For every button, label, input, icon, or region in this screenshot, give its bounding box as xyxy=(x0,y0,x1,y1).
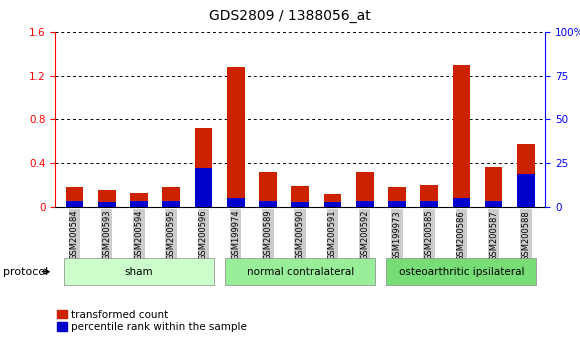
Bar xyxy=(130,201,148,207)
Bar xyxy=(388,201,406,207)
Bar xyxy=(291,202,309,207)
Bar xyxy=(162,187,180,207)
Bar xyxy=(517,174,535,207)
Bar xyxy=(517,144,535,207)
Bar xyxy=(291,186,309,207)
Text: osteoarthritic ipsilateral: osteoarthritic ipsilateral xyxy=(398,267,524,277)
Bar xyxy=(162,201,180,207)
Bar xyxy=(66,201,84,207)
Legend: transformed count, percentile rank within the sample: transformed count, percentile rank withi… xyxy=(57,310,247,332)
Bar xyxy=(452,65,470,207)
Bar xyxy=(324,194,341,207)
Bar xyxy=(388,187,406,207)
Bar xyxy=(420,201,438,207)
Bar xyxy=(485,201,502,207)
Bar xyxy=(485,167,502,207)
Bar xyxy=(259,172,277,207)
Bar xyxy=(324,202,341,207)
Bar xyxy=(194,168,212,207)
Bar xyxy=(452,198,470,207)
Text: GDS2809 / 1388056_at: GDS2809 / 1388056_at xyxy=(209,9,371,23)
Bar xyxy=(64,258,214,285)
Bar xyxy=(227,67,245,207)
Bar xyxy=(98,202,115,207)
Text: sham: sham xyxy=(125,267,153,277)
Bar xyxy=(66,187,84,207)
Bar xyxy=(356,172,374,207)
Bar xyxy=(98,190,115,207)
Bar xyxy=(386,258,536,285)
Text: protocol: protocol xyxy=(3,267,48,277)
Bar xyxy=(194,128,212,207)
Bar xyxy=(356,201,374,207)
Bar xyxy=(420,185,438,207)
Bar xyxy=(259,201,277,207)
Bar xyxy=(130,193,148,207)
Bar xyxy=(225,258,375,285)
Text: normal contralateral: normal contralateral xyxy=(246,267,354,277)
Bar xyxy=(227,198,245,207)
